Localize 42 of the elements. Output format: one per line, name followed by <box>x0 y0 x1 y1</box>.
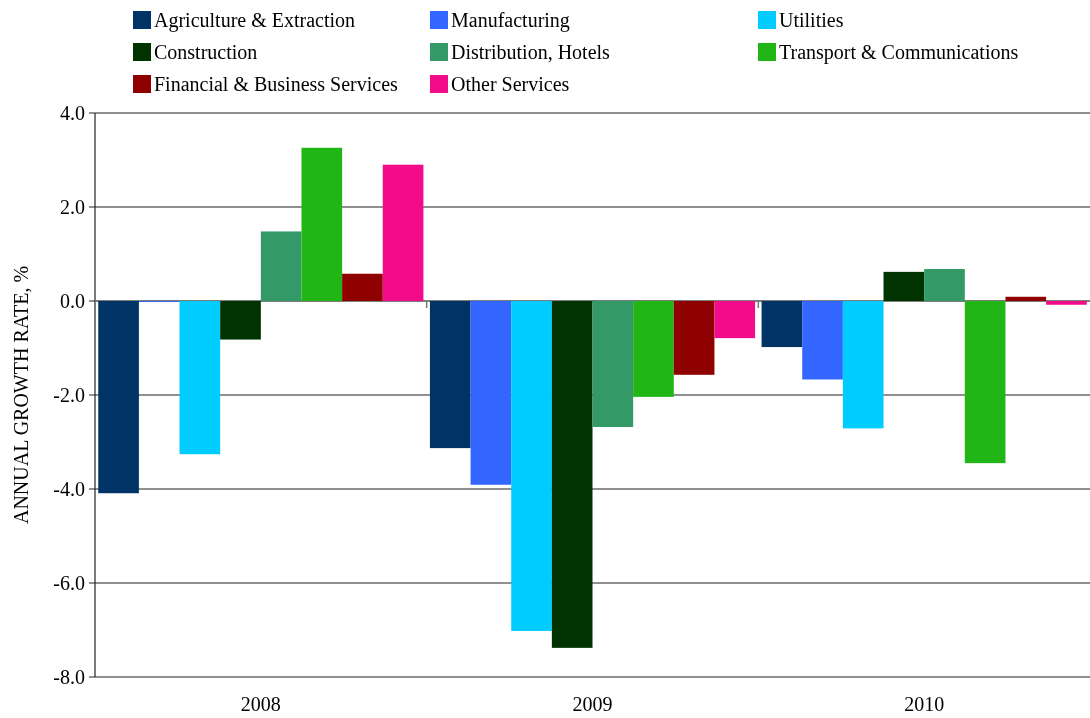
bar <box>761 301 803 348</box>
bar <box>382 164 424 301</box>
y-tick-label: -6.0 <box>53 572 85 594</box>
bar <box>924 269 965 301</box>
y-tick-label: 0.0 <box>60 290 85 312</box>
legend-label: Distribution, Hotels <box>451 41 611 63</box>
bar <box>633 301 674 397</box>
bar <box>802 301 843 380</box>
bar <box>883 271 925 301</box>
bar <box>179 301 221 455</box>
bar <box>592 301 634 427</box>
y-tick-label: 2.0 <box>60 196 85 218</box>
bar <box>342 273 383 301</box>
bar <box>1046 301 1087 305</box>
bar <box>842 301 884 429</box>
bar <box>714 301 756 339</box>
bar <box>551 301 593 648</box>
legend-label: Financial & Business Services <box>154 73 399 95</box>
x-tick-label: 2009 <box>572 693 613 715</box>
y-tick-label: 4.0 <box>60 102 85 124</box>
bar <box>98 301 139 494</box>
legend-label: Other Services <box>451 73 570 95</box>
y-tick-label: -2.0 <box>53 384 85 406</box>
x-tick-label: 2008 <box>240 693 281 715</box>
bar <box>220 301 261 340</box>
bar <box>301 147 343 301</box>
legend-label: Utilities <box>779 9 844 31</box>
legend-label: Agriculture & Extraction <box>154 9 356 32</box>
bar <box>1005 296 1047 301</box>
bar <box>429 301 471 449</box>
bar <box>260 231 302 301</box>
bar <box>470 301 512 485</box>
x-tick-label: 2010 <box>904 693 945 715</box>
legend-label: Manufacturing <box>451 9 570 32</box>
bar <box>964 301 1006 464</box>
y-axis-title: ANNUAL GROWTH RATE, % <box>10 265 32 525</box>
bar <box>511 301 552 631</box>
legend-label: Transport & Communications <box>779 41 1019 64</box>
y-tick-label: -4.0 <box>53 478 85 500</box>
legend-label: Construction <box>154 41 258 63</box>
y-tick-label: -8.0 <box>53 666 85 688</box>
bar <box>673 301 715 375</box>
